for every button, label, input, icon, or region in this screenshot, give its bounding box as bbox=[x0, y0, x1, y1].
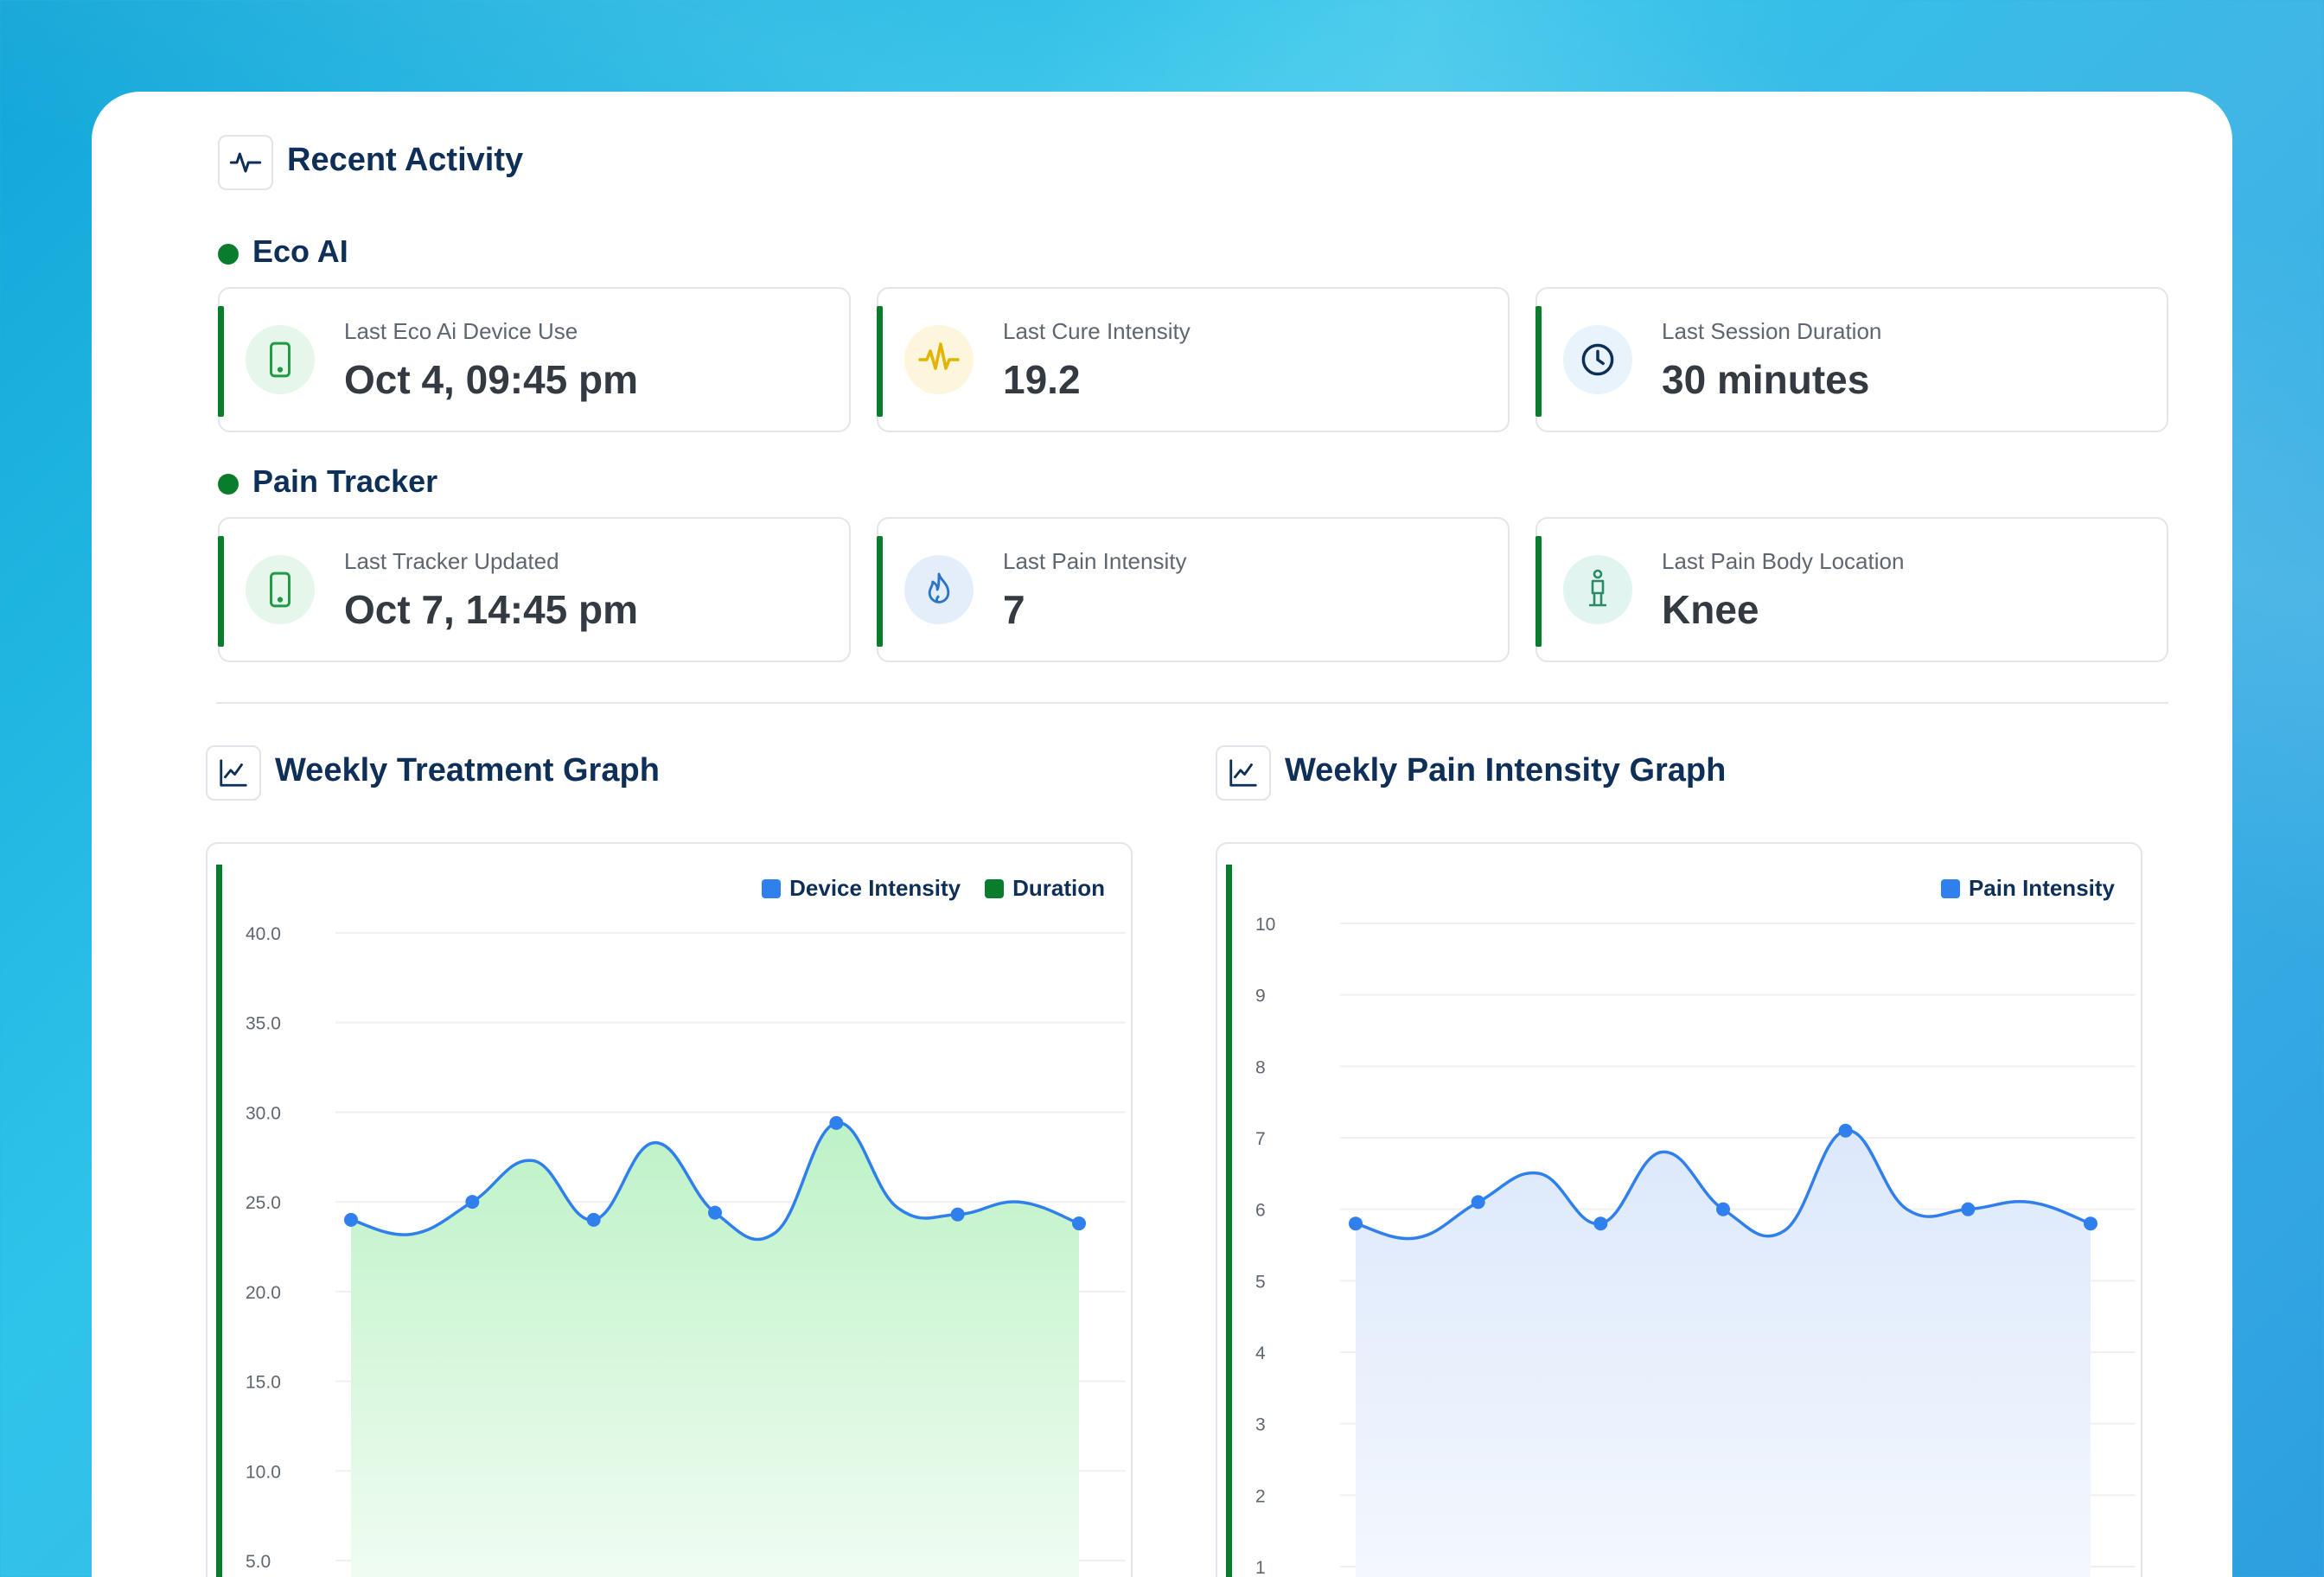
y-tick-label: 5 bbox=[1255, 1272, 1266, 1292]
data-point bbox=[1471, 1195, 1485, 1210]
line-chart-icon bbox=[206, 745, 261, 801]
chart-legend: Pain Intensity bbox=[1929, 875, 2115, 902]
body-figure-icon bbox=[1563, 555, 1632, 624]
card-label: Last Pain Body Location bbox=[1662, 548, 1905, 574]
series-area bbox=[1356, 1130, 2091, 1577]
card-accent-bar bbox=[218, 536, 224, 647]
data-point bbox=[465, 1195, 480, 1210]
card-last-session-duration: Last Session Duration 30 minutes bbox=[1536, 287, 2168, 432]
card-last-cure-intensity: Last Cure Intensity 19.2 bbox=[877, 287, 1510, 432]
data-point bbox=[950, 1207, 965, 1222]
y-tick-label: 6 bbox=[1255, 1201, 1266, 1221]
chart-accent-bar bbox=[216, 865, 222, 1577]
y-tick-label: 35.0 bbox=[246, 1014, 281, 1034]
series-area bbox=[351, 1122, 1079, 1577]
treatment-graph-title: Weekly Treatment Graph bbox=[275, 752, 660, 788]
line-chart-icon bbox=[1216, 745, 1271, 801]
clock-icon bbox=[1563, 325, 1632, 394]
y-tick-label: 40.0 bbox=[246, 924, 281, 944]
legend-item-pain-intensity[interactable]: Pain Intensity bbox=[1940, 875, 2115, 902]
data-point bbox=[1593, 1216, 1608, 1231]
card-label: Last Tracker Updated bbox=[344, 548, 559, 574]
card-accent-bar bbox=[218, 306, 224, 417]
y-tick-label: 15.0 bbox=[246, 1373, 281, 1393]
y-tick-label: 30.0 bbox=[246, 1103, 281, 1123]
y-tick-label: 25.0 bbox=[246, 1193, 281, 1213]
pain-chart: Pain Intensity 10 9 8 7 6 5 4 3 2 1 bbox=[1216, 842, 2142, 1577]
data-point bbox=[708, 1205, 722, 1220]
y-tick-label: 9 bbox=[1255, 986, 1266, 1006]
card-accent-bar bbox=[1536, 306, 1542, 417]
y-tick-label: 1 bbox=[1255, 1558, 1266, 1577]
data-point bbox=[1072, 1216, 1086, 1231]
legend-item-device-intensity[interactable]: Device Intensity bbox=[762, 875, 961, 902]
y-tick-label: 20.0 bbox=[246, 1283, 281, 1303]
recent-activity-title: Recent Activity bbox=[287, 142, 524, 178]
card-value: 19.2 bbox=[1003, 357, 1081, 402]
y-tick-label: 8 bbox=[1255, 1057, 1266, 1077]
y-tick-label: 4 bbox=[1255, 1344, 1266, 1363]
pain-graph-title: Weekly Pain Intensity Graph bbox=[1285, 752, 1727, 788]
data-point bbox=[1716, 1202, 1730, 1216]
y-tick-label: 10.0 bbox=[246, 1462, 281, 1482]
chart-legend: Device Intensity Duration bbox=[750, 875, 1105, 902]
data-point bbox=[1838, 1123, 1853, 1138]
legend-swatch bbox=[1940, 878, 1960, 898]
card-accent-bar bbox=[877, 536, 883, 647]
pain-tracker-dot bbox=[218, 474, 239, 495]
card-accent-bar bbox=[877, 306, 883, 417]
data-point bbox=[344, 1212, 358, 1227]
card-last-pain-intensity: Last Pain Intensity 7 bbox=[877, 517, 1510, 662]
card-label: Last Pain Intensity bbox=[1003, 548, 1187, 574]
card-last-tracker-updated: Last Tracker Updated Oct 7, 14:45 pm bbox=[218, 517, 851, 662]
legend-label: Duration bbox=[1012, 875, 1105, 901]
card-last-device-use: Last Eco Ai Device Use Oct 4, 09:45 pm bbox=[218, 287, 851, 432]
card-value: Oct 4, 09:45 pm bbox=[344, 357, 639, 402]
data-point bbox=[2084, 1216, 2097, 1231]
flame-icon bbox=[904, 555, 974, 624]
treatment-chart-plot: 40.0 35.0 30.0 25.0 20.0 15.0 10.0 5.0 bbox=[246, 924, 1126, 1577]
card-label: Last Eco Ai Device Use bbox=[344, 318, 578, 344]
eco-ai-title: Eco AI bbox=[252, 233, 348, 269]
card-label: Last Cure Intensity bbox=[1003, 318, 1191, 344]
legend-swatch bbox=[762, 878, 782, 898]
legend-label: Device Intensity bbox=[789, 875, 961, 901]
data-point bbox=[586, 1212, 601, 1227]
y-tick-label: 5.0 bbox=[246, 1552, 271, 1572]
activity-pulse-icon bbox=[218, 135, 273, 190]
card-value: Knee bbox=[1662, 587, 1759, 632]
y-tick-label: 7 bbox=[1255, 1129, 1266, 1149]
chart-accent-bar bbox=[1226, 865, 1232, 1577]
treatment-chart: Device Intensity Duration 40.0 35.0 30.0 25… bbox=[206, 842, 1133, 1577]
pain-tracker-title: Pain Tracker bbox=[252, 463, 438, 499]
card-label: Last Session Duration bbox=[1662, 318, 1882, 344]
data-point bbox=[829, 1115, 844, 1130]
card-accent-bar bbox=[1536, 536, 1542, 647]
card-value: 30 minutes bbox=[1662, 357, 1870, 402]
legend-swatch bbox=[985, 878, 1005, 898]
data-point bbox=[1961, 1202, 1976, 1216]
pain-chart-plot: 10 9 8 7 6 5 4 3 2 1 bbox=[1255, 915, 2136, 1577]
legend-label: Pain Intensity bbox=[1968, 875, 2115, 901]
y-tick-label: 3 bbox=[1255, 1415, 1266, 1435]
waveform-icon bbox=[904, 325, 974, 394]
card-last-pain-body-location: Last Pain Body Location Knee bbox=[1536, 517, 2168, 662]
y-tick-label: 10 bbox=[1255, 915, 1275, 935]
y-tick-label: 2 bbox=[1255, 1486, 1266, 1506]
legend-item-duration[interactable]: Duration bbox=[985, 875, 1105, 902]
section-divider bbox=[216, 702, 2168, 704]
dashboard-panel: Recent Activity Eco AI Last Eco Ai Devic… bbox=[92, 92, 2232, 1577]
data-point bbox=[1349, 1216, 1363, 1231]
card-value: 7 bbox=[1003, 587, 1025, 632]
phone-icon bbox=[246, 325, 315, 394]
eco-ai-dot bbox=[218, 244, 239, 265]
phone-icon bbox=[246, 555, 315, 624]
card-value: Oct 7, 14:45 pm bbox=[344, 587, 639, 632]
